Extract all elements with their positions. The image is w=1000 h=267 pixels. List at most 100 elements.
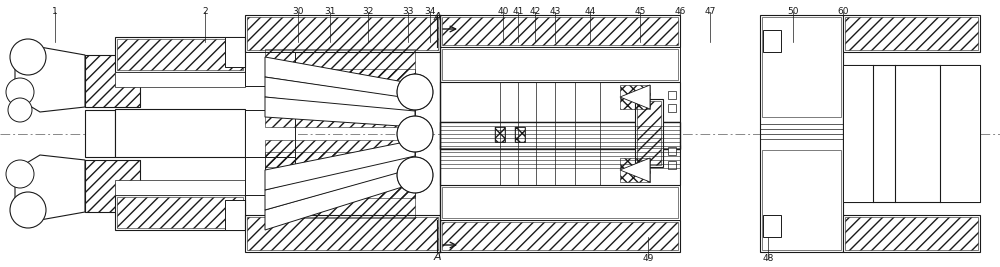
Text: 42: 42 <box>529 7 541 16</box>
Bar <box>442 49 678 80</box>
Text: 43: 43 <box>549 7 561 16</box>
Bar <box>843 65 980 202</box>
Bar <box>265 89 415 127</box>
Bar <box>495 127 505 142</box>
Bar <box>515 127 525 142</box>
Bar <box>668 104 676 112</box>
Bar <box>843 15 980 52</box>
Bar <box>85 160 140 212</box>
Text: 47: 47 <box>704 7 716 16</box>
Bar <box>85 55 140 107</box>
Bar <box>760 15 843 252</box>
Polygon shape <box>265 140 415 190</box>
Bar <box>440 145 680 185</box>
Bar <box>635 99 663 167</box>
Bar <box>843 65 873 202</box>
Bar <box>115 180 245 195</box>
Polygon shape <box>265 97 415 127</box>
Text: 50: 50 <box>787 7 799 16</box>
Bar <box>115 72 245 87</box>
Bar <box>843 215 980 252</box>
Circle shape <box>6 78 34 106</box>
Bar <box>245 215 440 252</box>
Circle shape <box>397 74 433 110</box>
Bar <box>117 39 243 70</box>
Circle shape <box>397 116 433 152</box>
Bar <box>440 220 680 252</box>
Bar <box>668 161 676 169</box>
Bar <box>265 167 415 218</box>
Bar <box>442 222 678 250</box>
Bar <box>245 52 295 86</box>
Bar <box>762 150 841 250</box>
Text: A: A <box>433 252 441 262</box>
Bar <box>245 157 295 195</box>
Bar <box>442 187 678 218</box>
Text: 46: 46 <box>674 7 686 16</box>
Bar <box>245 110 295 157</box>
Bar <box>85 160 140 212</box>
Bar <box>115 109 245 157</box>
Text: 33: 33 <box>402 7 414 16</box>
Bar <box>440 47 680 82</box>
Text: 32: 32 <box>362 7 374 16</box>
Polygon shape <box>620 158 650 182</box>
Bar <box>85 55 140 107</box>
Text: 2: 2 <box>202 7 208 16</box>
Bar <box>247 217 438 250</box>
Bar <box>763 30 781 52</box>
Bar <box>442 17 678 45</box>
Bar <box>668 91 676 99</box>
Bar <box>85 110 115 157</box>
Bar <box>265 140 415 178</box>
Bar <box>440 122 680 149</box>
Bar <box>265 49 415 100</box>
Text: 1: 1 <box>52 7 58 16</box>
Bar <box>18 162 83 210</box>
Text: 31: 31 <box>324 7 336 16</box>
Polygon shape <box>265 77 415 115</box>
Bar <box>225 200 245 230</box>
Bar <box>247 17 438 50</box>
Bar <box>495 127 505 142</box>
Bar <box>762 17 841 117</box>
Circle shape <box>397 157 433 193</box>
Text: 41: 41 <box>512 7 524 16</box>
Text: 60: 60 <box>837 7 849 16</box>
Bar <box>440 82 680 122</box>
Bar <box>225 37 245 67</box>
Bar <box>115 37 245 72</box>
Bar <box>620 85 650 109</box>
Text: 40: 40 <box>497 7 509 16</box>
Bar <box>117 197 243 228</box>
Text: 34: 34 <box>424 7 436 16</box>
Circle shape <box>8 98 32 122</box>
Bar <box>18 55 83 105</box>
Bar <box>265 152 415 198</box>
Circle shape <box>10 192 46 228</box>
Text: A: A <box>433 12 441 22</box>
Bar <box>440 185 680 220</box>
Polygon shape <box>265 57 415 100</box>
Bar <box>763 215 781 237</box>
Text: 44: 44 <box>584 7 596 16</box>
Bar <box>440 15 680 47</box>
Text: 48: 48 <box>762 254 774 263</box>
Text: 45: 45 <box>634 7 646 16</box>
Circle shape <box>6 160 34 188</box>
Polygon shape <box>620 85 650 109</box>
Circle shape <box>10 39 46 75</box>
Polygon shape <box>15 155 85 220</box>
Text: 49: 49 <box>642 254 654 263</box>
Bar <box>265 69 415 115</box>
Bar <box>940 65 980 202</box>
Bar <box>637 101 661 165</box>
Bar <box>845 17 978 50</box>
Bar <box>515 127 525 142</box>
Polygon shape <box>265 152 415 210</box>
Bar <box>115 195 245 230</box>
Polygon shape <box>265 167 415 230</box>
Bar <box>668 147 676 155</box>
Bar <box>245 15 440 52</box>
Bar <box>620 158 650 182</box>
